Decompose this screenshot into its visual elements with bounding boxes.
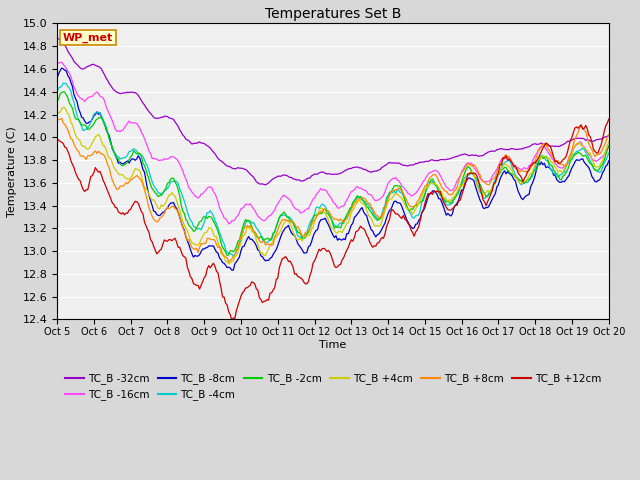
TC_B -2cm: [70, 111, 78, 117]
TC_B +12cm: [369, 244, 376, 250]
TC_B -32cm: [68, 55, 76, 61]
TC_B -16cm: [53, 60, 61, 66]
TC_B -4cm: [605, 150, 612, 156]
TC_B +12cm: [228, 317, 236, 323]
TC_B -16cm: [157, 157, 165, 163]
TC_B +4cm: [157, 202, 165, 208]
X-axis label: Time: Time: [319, 340, 346, 350]
TC_B -2cm: [401, 198, 409, 204]
TC_B -8cm: [401, 212, 409, 218]
TC_B +8cm: [401, 194, 409, 200]
Title: Temperatures Set B: Temperatures Set B: [265, 7, 401, 21]
TC_B -8cm: [541, 160, 548, 166]
TC_B -16cm: [70, 84, 78, 90]
TC_B -8cm: [228, 267, 236, 273]
TC_B -4cm: [157, 193, 165, 199]
TC_B -16cm: [389, 176, 397, 181]
TC_B -8cm: [605, 158, 612, 164]
TC_B -4cm: [60, 80, 67, 86]
TC_B +8cm: [53, 117, 61, 123]
TC_B -2cm: [157, 191, 165, 197]
TC_B +12cm: [68, 161, 76, 167]
TC_B -8cm: [53, 75, 61, 81]
Line: TC_B -16cm: TC_B -16cm: [57, 62, 609, 224]
TC_B -8cm: [58, 65, 65, 71]
Line: TC_B +8cm: TC_B +8cm: [57, 118, 609, 262]
Y-axis label: Temperature (C): Temperature (C): [7, 126, 17, 217]
TC_B -2cm: [223, 252, 231, 258]
TC_B +4cm: [605, 139, 612, 144]
TC_B -4cm: [53, 89, 61, 95]
Line: TC_B +4cm: TC_B +4cm: [57, 108, 609, 264]
TC_B -16cm: [371, 197, 378, 203]
TC_B +12cm: [387, 208, 395, 214]
TC_B -32cm: [156, 115, 164, 121]
TC_B +4cm: [225, 261, 232, 267]
TC_B +4cm: [53, 111, 61, 117]
TC_B -16cm: [58, 60, 65, 65]
TC_B -16cm: [541, 144, 548, 150]
TC_B +8cm: [389, 188, 397, 194]
TC_B +4cm: [401, 202, 409, 207]
TC_B -4cm: [230, 253, 237, 259]
Line: TC_B -2cm: TC_B -2cm: [57, 92, 609, 255]
TC_B -4cm: [541, 155, 548, 160]
TC_B +12cm: [605, 116, 612, 122]
TC_B -4cm: [70, 99, 78, 105]
TC_B -4cm: [389, 190, 397, 196]
TC_B -2cm: [60, 89, 67, 95]
TC_B -4cm: [401, 197, 409, 203]
TC_B -2cm: [389, 186, 397, 192]
Line: TC_B +12cm: TC_B +12cm: [57, 119, 609, 320]
TC_B +8cm: [541, 141, 548, 147]
TC_B +4cm: [541, 153, 548, 159]
TC_B -8cm: [70, 92, 78, 97]
TC_B +8cm: [605, 132, 612, 138]
TC_B +12cm: [53, 135, 61, 141]
TC_B -8cm: [389, 202, 397, 208]
TC_B +8cm: [157, 214, 165, 220]
TC_B -32cm: [399, 163, 407, 168]
TC_B -2cm: [371, 214, 378, 220]
Line: TC_B -32cm: TC_B -32cm: [57, 39, 609, 185]
TC_B -8cm: [157, 211, 165, 217]
TC_B -32cm: [539, 142, 547, 147]
Legend: TC_B -32cm, TC_B -16cm, TC_B -8cm, TC_B -4cm, TC_B -2cm, TC_B +4cm, TC_B +8cm, T: TC_B -32cm, TC_B -16cm, TC_B -8cm, TC_B …: [61, 369, 605, 405]
TC_B +4cm: [389, 194, 397, 200]
TC_B -2cm: [541, 155, 548, 160]
Line: TC_B -8cm: TC_B -8cm: [57, 68, 609, 270]
TC_B +8cm: [225, 259, 232, 265]
TC_B -2cm: [53, 98, 61, 104]
TC_B -8cm: [371, 232, 378, 238]
Line: TC_B -4cm: TC_B -4cm: [57, 83, 609, 256]
TC_B +12cm: [399, 213, 407, 218]
TC_B +8cm: [371, 210, 378, 216]
TC_B -32cm: [605, 132, 612, 138]
TC_B -32cm: [369, 168, 376, 174]
TC_B -32cm: [387, 160, 395, 166]
TC_B -16cm: [401, 187, 409, 192]
TC_B +12cm: [539, 145, 547, 151]
TC_B -32cm: [262, 182, 269, 188]
Text: WP_met: WP_met: [63, 32, 113, 43]
TC_B +4cm: [371, 223, 378, 228]
TC_B +4cm: [60, 105, 67, 110]
TC_B +4cm: [70, 127, 78, 132]
TC_B -16cm: [225, 221, 232, 227]
TC_B +8cm: [58, 115, 65, 121]
TC_B -32cm: [53, 36, 61, 42]
TC_B +8cm: [70, 141, 78, 147]
TC_B +12cm: [156, 248, 164, 253]
TC_B -4cm: [371, 213, 378, 218]
TC_B -16cm: [605, 143, 612, 149]
TC_B -2cm: [605, 143, 612, 149]
